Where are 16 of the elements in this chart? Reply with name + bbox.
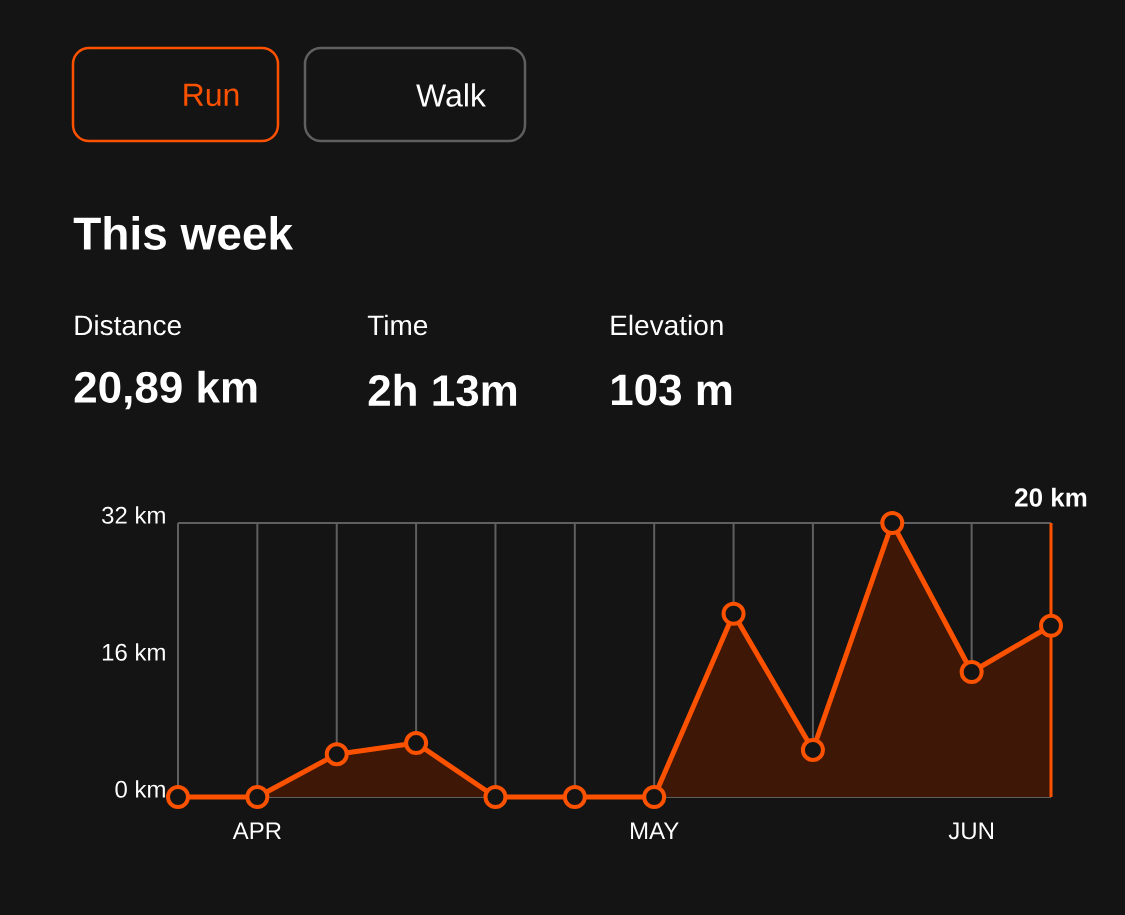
text: Time xyxy=(367,314,428,336)
y-tick-label: 16 km xyxy=(102,643,165,661)
x-tick-label: APR xyxy=(232,822,281,840)
y-tick-label: 0 km xyxy=(115,780,165,798)
x-tick-label: JUN xyxy=(948,822,994,840)
text: 103 m xyxy=(611,374,732,406)
text: Elevation xyxy=(611,314,723,336)
text: Walk xyxy=(416,83,487,107)
text: Run xyxy=(184,83,239,107)
text: 2h 13m xyxy=(368,373,517,407)
x-tick-label: MAY xyxy=(631,822,679,840)
text: 20 km xyxy=(1015,487,1087,507)
y-tick-label: 32 km xyxy=(102,506,165,524)
text: 20,89 km xyxy=(74,370,257,410)
text: Distance xyxy=(75,314,181,336)
chart-title: This week xyxy=(73,216,294,250)
